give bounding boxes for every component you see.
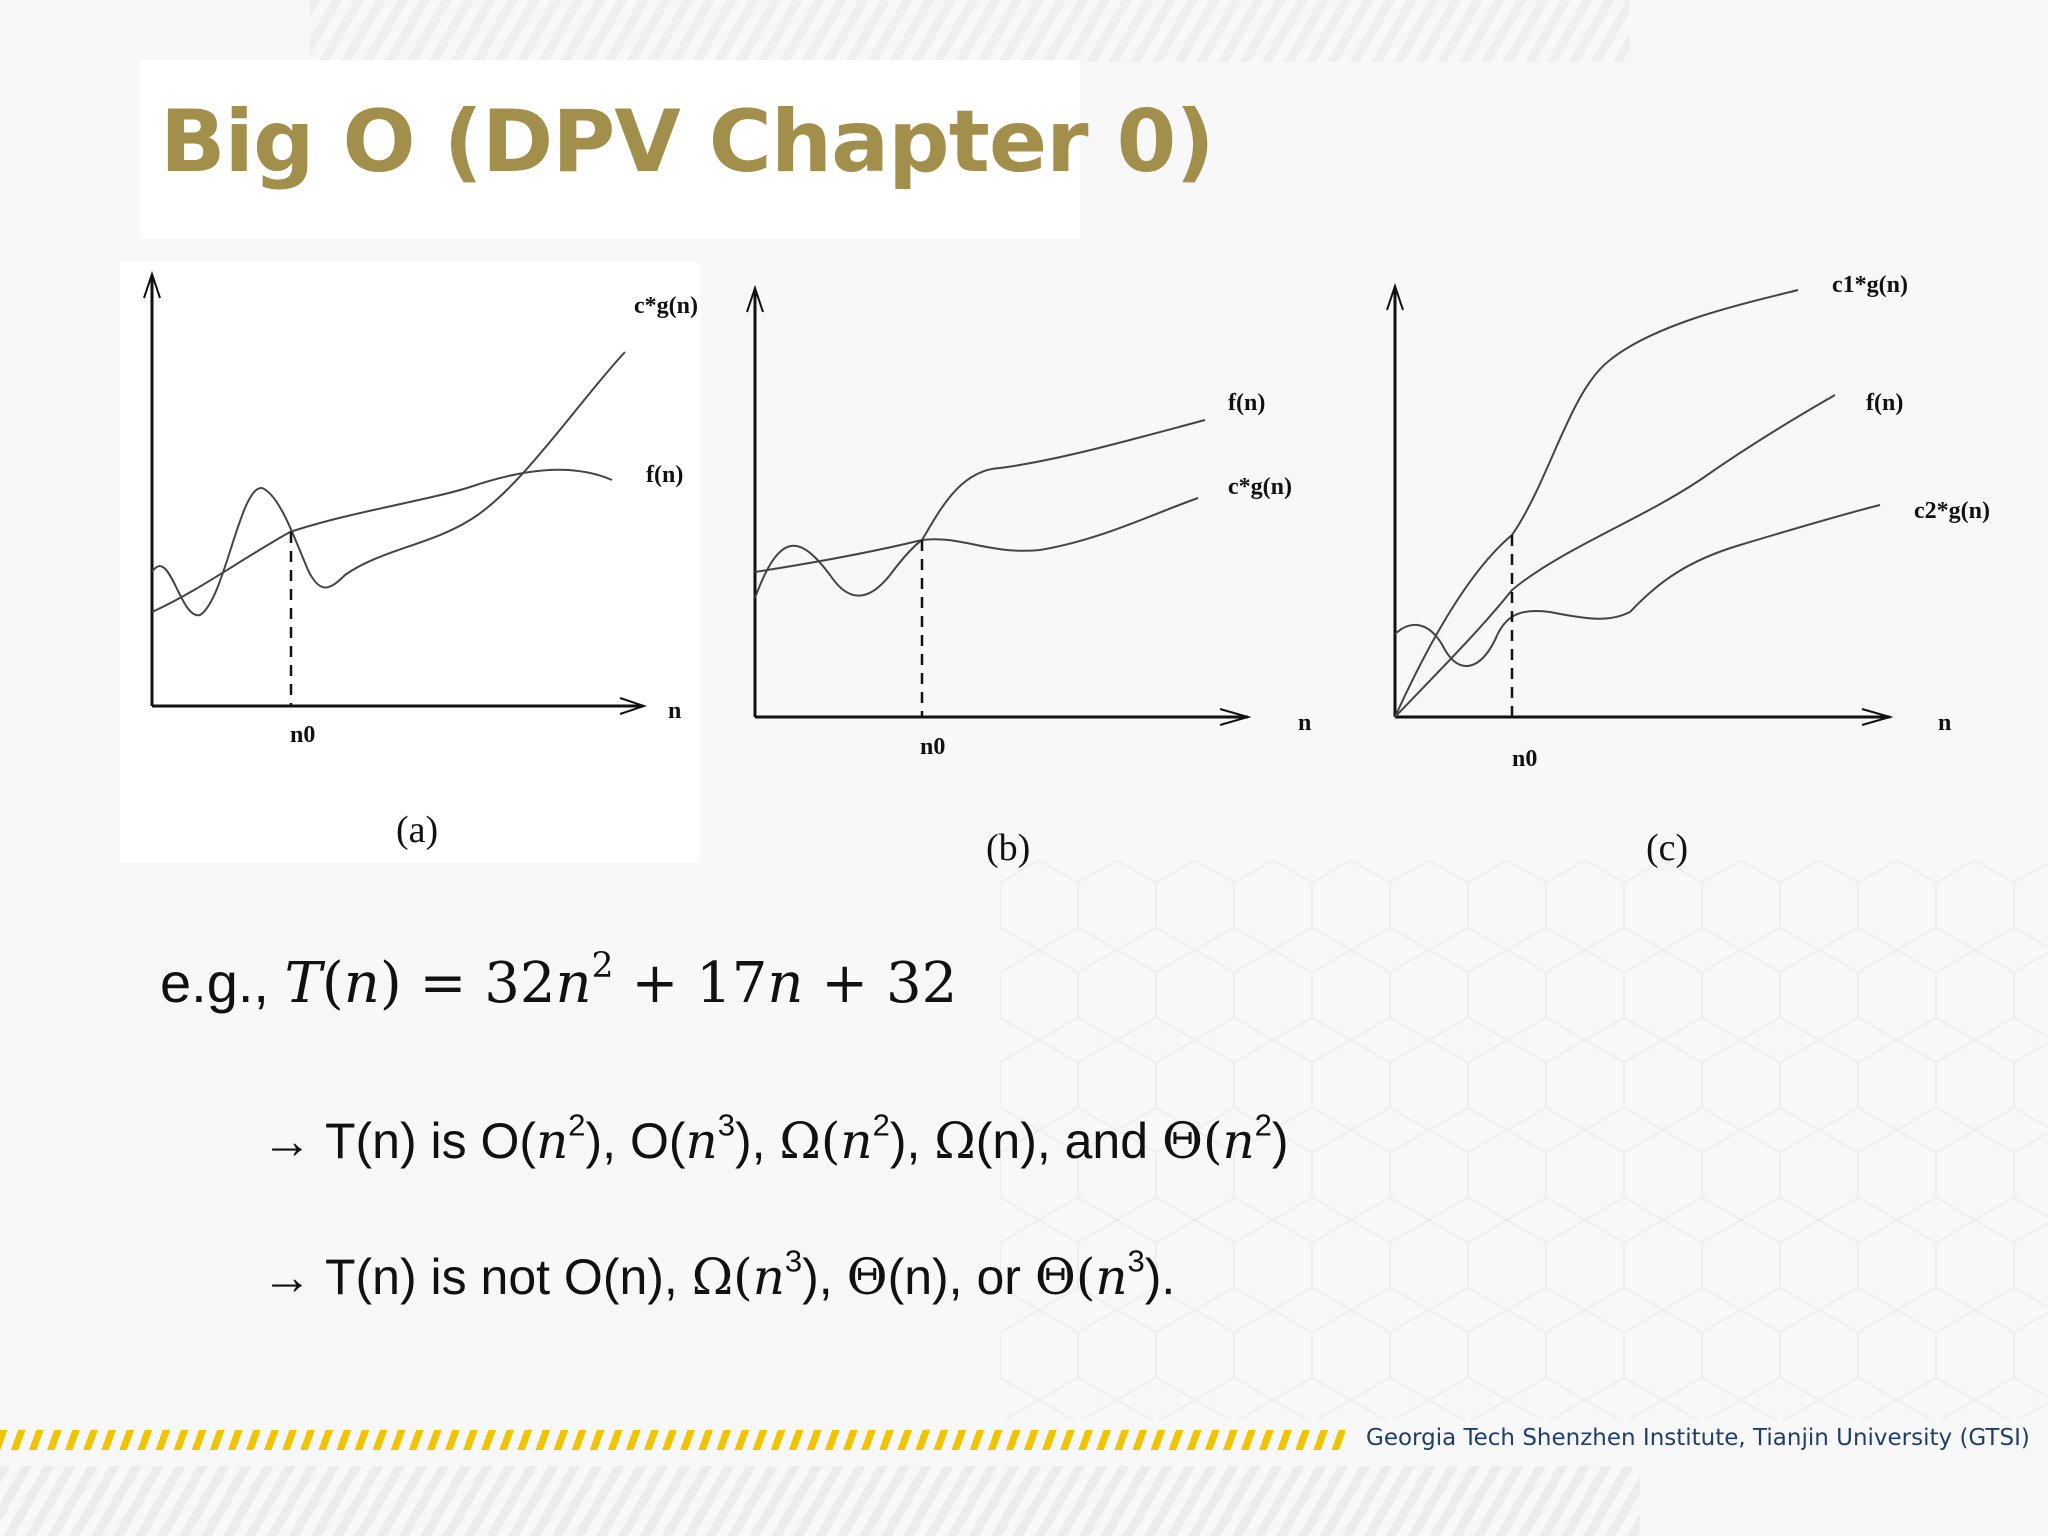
bullet-2-exp-1: 3 (784, 1243, 803, 1279)
bullet-2-n-2: n (1095, 1248, 1128, 1306)
bullet-1-exp-2: 3 (717, 1107, 735, 1143)
panel-c-n0-label: n0 (1512, 746, 1537, 772)
panel-b-x-arrow (1219, 708, 1252, 726)
formula-n-squared-base: n (555, 951, 592, 1016)
panel-b-cg-curve (754, 497, 1199, 573)
panel-a-x-label: n (668, 698, 681, 724)
formula-T: T (284, 951, 322, 1016)
panel-b-caption: (b) (986, 827, 1030, 869)
bullet-2-text-1: ), (802, 1249, 847, 1305)
panel-a-f-curve (151, 468, 613, 613)
formula-eq: = 32 (401, 951, 556, 1016)
hexagon-background-decoration (1000, 860, 2048, 1420)
top-stripe-decoration (310, 0, 1630, 62)
panel-b-lower-label: c*g(n) (1228, 474, 1292, 500)
arrow-icon: → (262, 1249, 312, 1305)
bullet-2-text-0: T(n) is not O(n), (312, 1249, 692, 1305)
figure-panel-a-background (120, 262, 700, 862)
bullet-is-not: → T(n) is not O(n), Ω(n3), Θ(n), or Θ(n3… (262, 1246, 1176, 1306)
panel-b-x-label: n (1298, 710, 1311, 736)
bullet-1-exp-3: 2 (872, 1107, 890, 1143)
panel-b-upper-label: f(n) (1228, 390, 1265, 416)
bullet-1-text-5: ) (1271, 1113, 1289, 1169)
panel-c-c2g-curve (1394, 504, 1881, 667)
formula-plus-17: + 17 (613, 951, 768, 1016)
panel-c-y-arrow (1386, 282, 1404, 311)
panel-a-lower-label: f(n) (646, 462, 683, 488)
panel-a-y-arrow (143, 270, 161, 299)
panel-b-y-arrow (746, 284, 764, 313)
panel-c-x-arrow (1861, 708, 1894, 726)
bullet-1-text-2: ), (734, 1113, 780, 1169)
bullet-1-omega-2: Ω (934, 1112, 976, 1170)
bottom-stripe-decoration (0, 1466, 1640, 1536)
title-panel (140, 60, 1080, 238)
arrow-icon: → (262, 1113, 312, 1169)
bullet-1-exp-4: 2 (1254, 1107, 1272, 1143)
formula-n: n (343, 951, 380, 1016)
formula-n-linear: n (767, 951, 804, 1016)
panel-c-f-curve (1394, 394, 1836, 718)
slide-title: Big O (DPV Chapter 0) (160, 92, 1215, 192)
formula-plus-32: + 32 (803, 951, 958, 1016)
panel-a-n0-label: n0 (290, 722, 315, 748)
panel-c-lower-label: c2*g(n) (1914, 498, 1990, 524)
bullet-2-theta-2: Θ( (1034, 1248, 1096, 1306)
bullet-2-omega-1: Ω( (691, 1248, 753, 1306)
bullet-1-text-4: (n), and (975, 1113, 1162, 1169)
panel-b: f(n) c*g(n) n n0 (b) (746, 284, 1311, 869)
formula-exponent: 2 (591, 946, 614, 987)
panel-c-caption: (c) (1646, 827, 1688, 869)
panel-c-middle-label: f(n) (1866, 390, 1903, 416)
panel-a: c*g(n) f(n) n n0 (a) (143, 270, 698, 851)
bullet-1-n-4: n (1222, 1112, 1255, 1170)
panel-a-cg-curve (151, 351, 626, 617)
panel-c-x-label: n (1938, 710, 1951, 736)
panel-a-caption: (a) (396, 809, 438, 851)
bullet-1-n-3: n (840, 1112, 873, 1170)
panel-a-x-arrow (619, 697, 648, 715)
bullet-1-n-1: n (536, 1112, 569, 1170)
footer-yellow-stripe (0, 1430, 1345, 1450)
big-o-figure: c*g(n) f(n) n n0 (a) f(n) c*g(n) n n0 (b… (143, 270, 1990, 869)
bullet-1-n-2: n (685, 1112, 718, 1170)
example-formula: e.g., T(n) = 32n2 + 17n + 32 (160, 949, 958, 1016)
panel-b-f-curve (754, 419, 1206, 599)
bullet-1-text-3: ), (889, 1113, 935, 1169)
bullet-1-text-0: T(n) is O( (312, 1113, 537, 1169)
bullet-1-omega-1: Ω( (779, 1112, 841, 1170)
panel-a-upper-label: c*g(n) (634, 293, 698, 319)
bullet-1-theta-1: Θ( (1161, 1112, 1223, 1170)
bullet-2-text-3: ). (1144, 1249, 1176, 1305)
panel-c: c1*g(n) f(n) c2*g(n) n n0 (c) (1386, 272, 1990, 869)
formula-prefix: e.g., (160, 951, 269, 1014)
bullet-2-text-2: (n), or (887, 1249, 1035, 1305)
formula-lparen: ( (321, 951, 344, 1016)
bullet-2-n-1: n (752, 1248, 785, 1306)
formula-rparen: ) (379, 951, 402, 1016)
footer-institution: Georgia Tech Shenzhen Institute, Tianjin… (1366, 1425, 2030, 1451)
bullet-1-text-1: ), O( (585, 1113, 686, 1169)
panel-c-c1g-curve (1394, 289, 1799, 718)
bullet-1-exp-1: 2 (568, 1107, 586, 1143)
bullet-2-exp-2: 3 (1127, 1243, 1145, 1279)
bullet-2-theta-1: Θ (846, 1248, 888, 1306)
bullet-is: → T(n) is O(n2), O(n3), Ω(n2), Ω(n), and… (262, 1110, 1289, 1170)
panel-b-n0-label: n0 (920, 734, 945, 760)
panel-c-upper-label: c1*g(n) (1832, 272, 1908, 298)
